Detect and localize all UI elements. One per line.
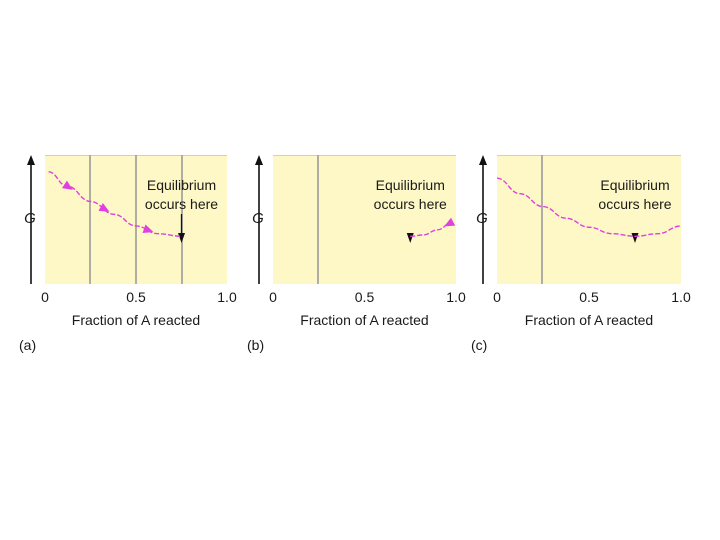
annotation-line-2: occurs here <box>374 196 447 212</box>
free-energy-curve <box>496 177 682 237</box>
x-tick-label: 0.5 <box>579 289 599 305</box>
x-tick-label: 1.0 <box>446 289 466 305</box>
y-axis-arrow-icon <box>27 155 35 165</box>
direction-arrow-icon <box>98 203 110 212</box>
x-tick-label: 0.5 <box>126 289 146 305</box>
y-axis-arrow-icon <box>255 155 263 165</box>
plot-background <box>497 155 681 284</box>
x-axis-label: Fraction of A reacted <box>525 312 653 328</box>
annotation-line-1: Equilibrium <box>600 177 669 193</box>
panel-label: (b) <box>247 337 264 353</box>
y-axis-label: G <box>252 210 264 227</box>
y-axis-label: G <box>24 210 36 227</box>
panel-label: (a) <box>19 337 36 353</box>
equilibrium-arrow-icon <box>406 233 414 243</box>
chart-panel-2 <box>255 155 456 284</box>
x-tick-label: 0 <box>41 289 49 305</box>
x-tick-label: 0 <box>269 289 277 305</box>
annotation-line-2: occurs here <box>145 196 218 212</box>
annotation-line-2: occurs here <box>598 196 671 212</box>
x-axis-label: Fraction of A reacted <box>72 312 200 328</box>
annotation-line-1: Equilibrium <box>147 177 216 193</box>
direction-arrow-icon <box>142 224 154 234</box>
y-axis-label: G <box>476 210 488 227</box>
y-axis-arrow-icon <box>479 155 487 165</box>
chart-panel-1 <box>27 155 227 284</box>
x-tick-label: 0 <box>493 289 501 305</box>
x-axis-label: Fraction of A reacted <box>300 312 428 328</box>
annotation-line-1: Equilibrium <box>376 177 445 193</box>
direction-arrow-icon <box>62 180 73 190</box>
equilibrium-arrow-icon <box>178 233 185 243</box>
chart-panel-3 <box>479 155 682 284</box>
x-tick-label: 1.0 <box>217 289 237 305</box>
direction-arrow-icon <box>444 217 456 227</box>
plot-background <box>273 155 456 284</box>
panel-label: (c) <box>471 337 487 353</box>
x-tick-label: 0.5 <box>355 289 375 305</box>
x-tick-label: 1.0 <box>671 289 691 305</box>
equilibrium-arrow-icon <box>631 233 639 243</box>
